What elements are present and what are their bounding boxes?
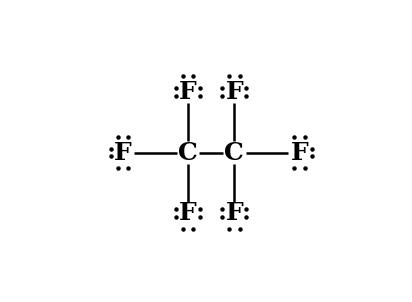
Text: C: C <box>225 140 244 165</box>
Text: F: F <box>225 80 243 104</box>
Text: F: F <box>114 140 132 165</box>
Text: C: C <box>178 140 198 165</box>
Text: F: F <box>290 140 309 165</box>
Text: F: F <box>179 201 197 225</box>
Text: F: F <box>179 80 197 104</box>
Text: F: F <box>225 201 243 225</box>
